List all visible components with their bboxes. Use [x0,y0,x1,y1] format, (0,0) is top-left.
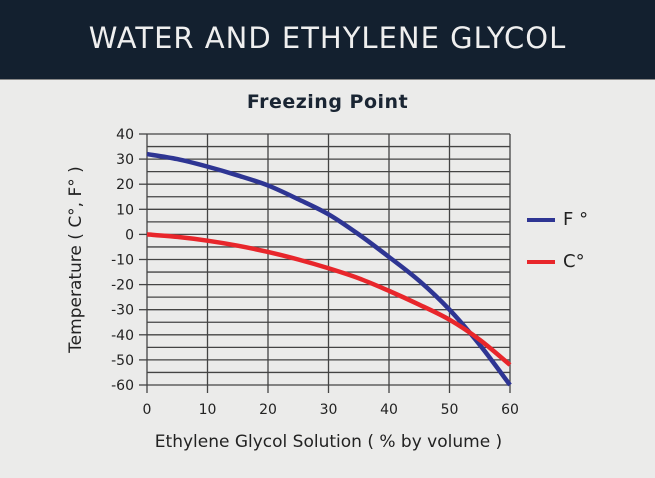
series-line-celsius [146,232,512,367]
y-tick-label: 20 [116,177,134,193]
x-tick-label: 40 [380,402,398,418]
y-tick-label: -60 [111,378,134,394]
legend-swatch-celsius [527,259,555,264]
legend-item-celsius: C° [527,251,585,272]
x-tick-label: 10 [199,402,217,418]
y-tick-label: -40 [111,328,134,344]
y-tick-label: -50 [111,353,134,369]
y-tick-label: 0 [125,227,134,243]
x-tick-label: 50 [441,402,459,418]
chart-title: Freezing Point [246,91,409,113]
series-line-fahrenheit [146,151,512,387]
y-tick-label: 30 [116,152,134,168]
legend-item-fahrenheit: F ° [527,209,588,230]
legend-label-celsius: C° [563,251,585,272]
y-tick-label: -10 [111,253,134,269]
y-axis-label: Temperature ( C°, F° ) [66,166,86,354]
y-tick-label: -30 [111,303,134,319]
x-tick-label: 20 [259,402,277,418]
y-tick-label: 10 [116,202,134,218]
title-banner: WATER AND ETHYLENE GLYCOL [0,0,655,80]
banner-title: WATER AND ETHYLENE GLYCOL [88,21,567,55]
x-tick-label: 0 [143,402,152,418]
x-axis-label: Ethylene Glycol Solution ( % by volume ) [155,432,502,452]
legend-label-fahrenheit: F ° [563,209,589,230]
y-tick-label: -20 [111,278,134,294]
legend-swatch-fahrenheit [527,217,555,222]
x-tick-label: 60 [501,402,519,418]
x-tick-label: 30 [320,402,338,418]
y-tick-label: 40 [116,127,134,143]
